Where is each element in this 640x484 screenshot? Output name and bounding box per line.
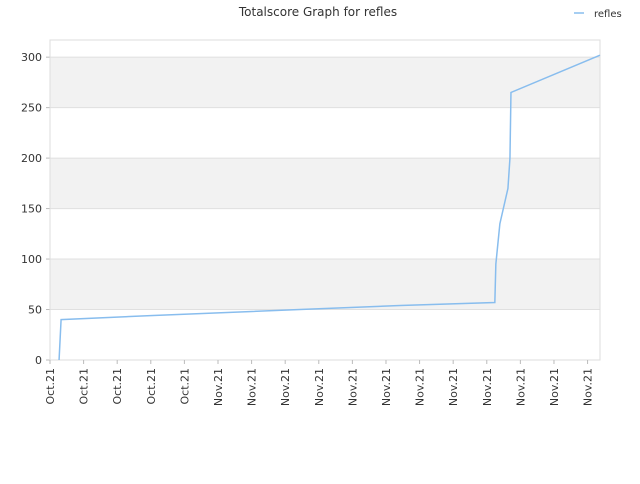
x-tick-label: Nov.21	[313, 368, 326, 406]
x-tick-label: Nov.21	[380, 368, 393, 406]
x-tick-label: Nov.21	[212, 368, 225, 406]
x-tick-label: Oct.21	[78, 368, 91, 405]
grid-band	[50, 259, 600, 310]
plot-frame	[49, 39, 601, 361]
y-tick-label: 150	[21, 203, 42, 216]
y-tick-label: 100	[21, 253, 42, 266]
y-tick-label: 250	[21, 102, 42, 115]
x-tick-label: Nov.21	[246, 368, 259, 406]
x-tick-label: Nov.21	[514, 368, 527, 406]
x-tick-label: Nov.21	[548, 368, 561, 406]
x-tick-label: Nov.21	[346, 368, 359, 406]
y-tick-label: 50	[28, 304, 42, 317]
x-tick-label: Nov.21	[279, 368, 292, 406]
x-tick-label: Oct.21	[44, 368, 57, 405]
y-tick-label: 300	[21, 51, 42, 64]
legend-label: refles	[594, 9, 622, 20]
chart-title: Totalscore Graph for refles	[238, 5, 397, 19]
x-tick-label: Oct.21	[145, 368, 158, 405]
x-tick-label: Nov.21	[582, 368, 595, 406]
x-tick-label: Oct.21	[178, 368, 191, 405]
x-tick-label: Nov.21	[481, 368, 494, 406]
line-series	[58, 54, 601, 361]
x-tick-label: Oct.21	[111, 368, 124, 405]
y-tick-label: 0	[35, 354, 42, 367]
grid-band	[50, 158, 600, 209]
grid-band	[50, 57, 600, 108]
x-tick-label: Nov.21	[414, 368, 427, 406]
y-tick-label: 200	[21, 152, 42, 165]
x-tick-label: Nov.21	[447, 368, 460, 406]
